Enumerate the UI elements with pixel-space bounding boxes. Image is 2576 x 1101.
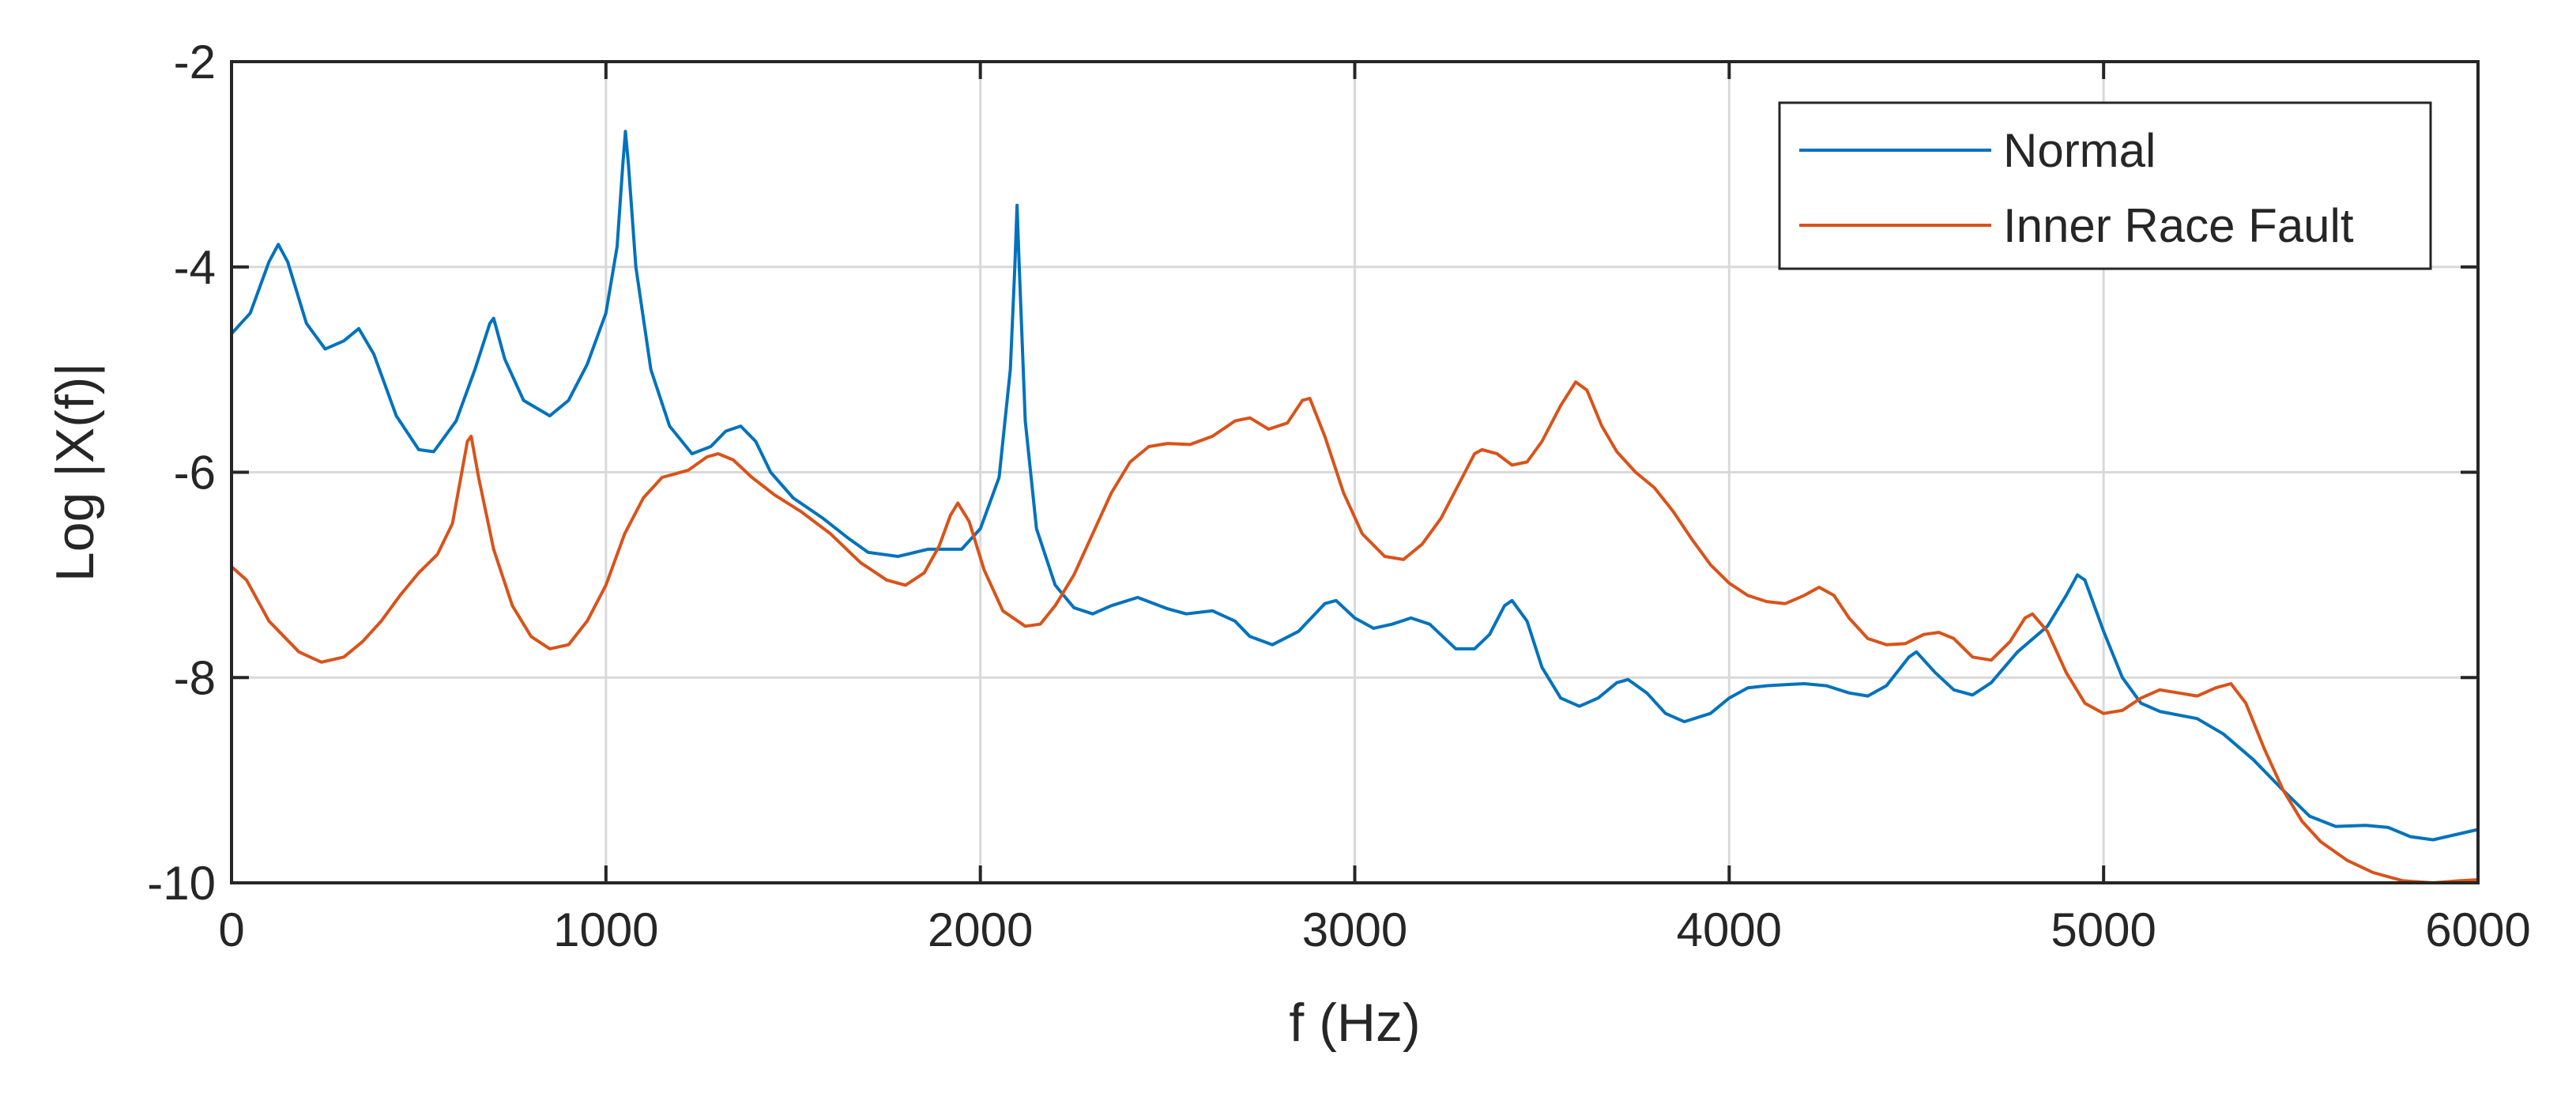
ticks: 0 1000 2000 3000 4000 5000 6000 -10 -8 -6 -4 -2 <box>147 36 2530 956</box>
y-tick-label: -6 <box>174 447 216 500</box>
y-tick-label: -2 <box>174 36 216 89</box>
legend: Normal Inner Race Fault <box>1778 101 2432 270</box>
y-tick-label: -10 <box>147 857 216 910</box>
x-tick-label: 4000 <box>1677 903 1782 956</box>
x-tick-label: 2000 <box>928 903 1033 956</box>
series-group <box>230 130 2480 884</box>
series-line-inner-race-fault <box>230 380 2480 884</box>
legend-label-normal: Normal <box>2003 124 2156 177</box>
y-axis-label: Log |X(f)| <box>45 363 105 582</box>
x-axis-label: f (Hz) <box>1289 993 1420 1053</box>
x-tick-label: 1000 <box>553 903 658 956</box>
legend-label-inner-race-fault: Inner Race Fault <box>2003 199 2354 252</box>
legend-box <box>1778 101 2432 270</box>
x-tick-label: 6000 <box>2425 903 2530 956</box>
series-line-normal <box>230 130 2480 842</box>
x-tick-label: 5000 <box>2051 903 2156 956</box>
y-tick-label: -4 <box>174 241 216 294</box>
y-tick-label: -8 <box>174 651 216 704</box>
x-tick-label: 3000 <box>1302 903 1407 956</box>
x-tick-label: 0 <box>218 903 244 956</box>
